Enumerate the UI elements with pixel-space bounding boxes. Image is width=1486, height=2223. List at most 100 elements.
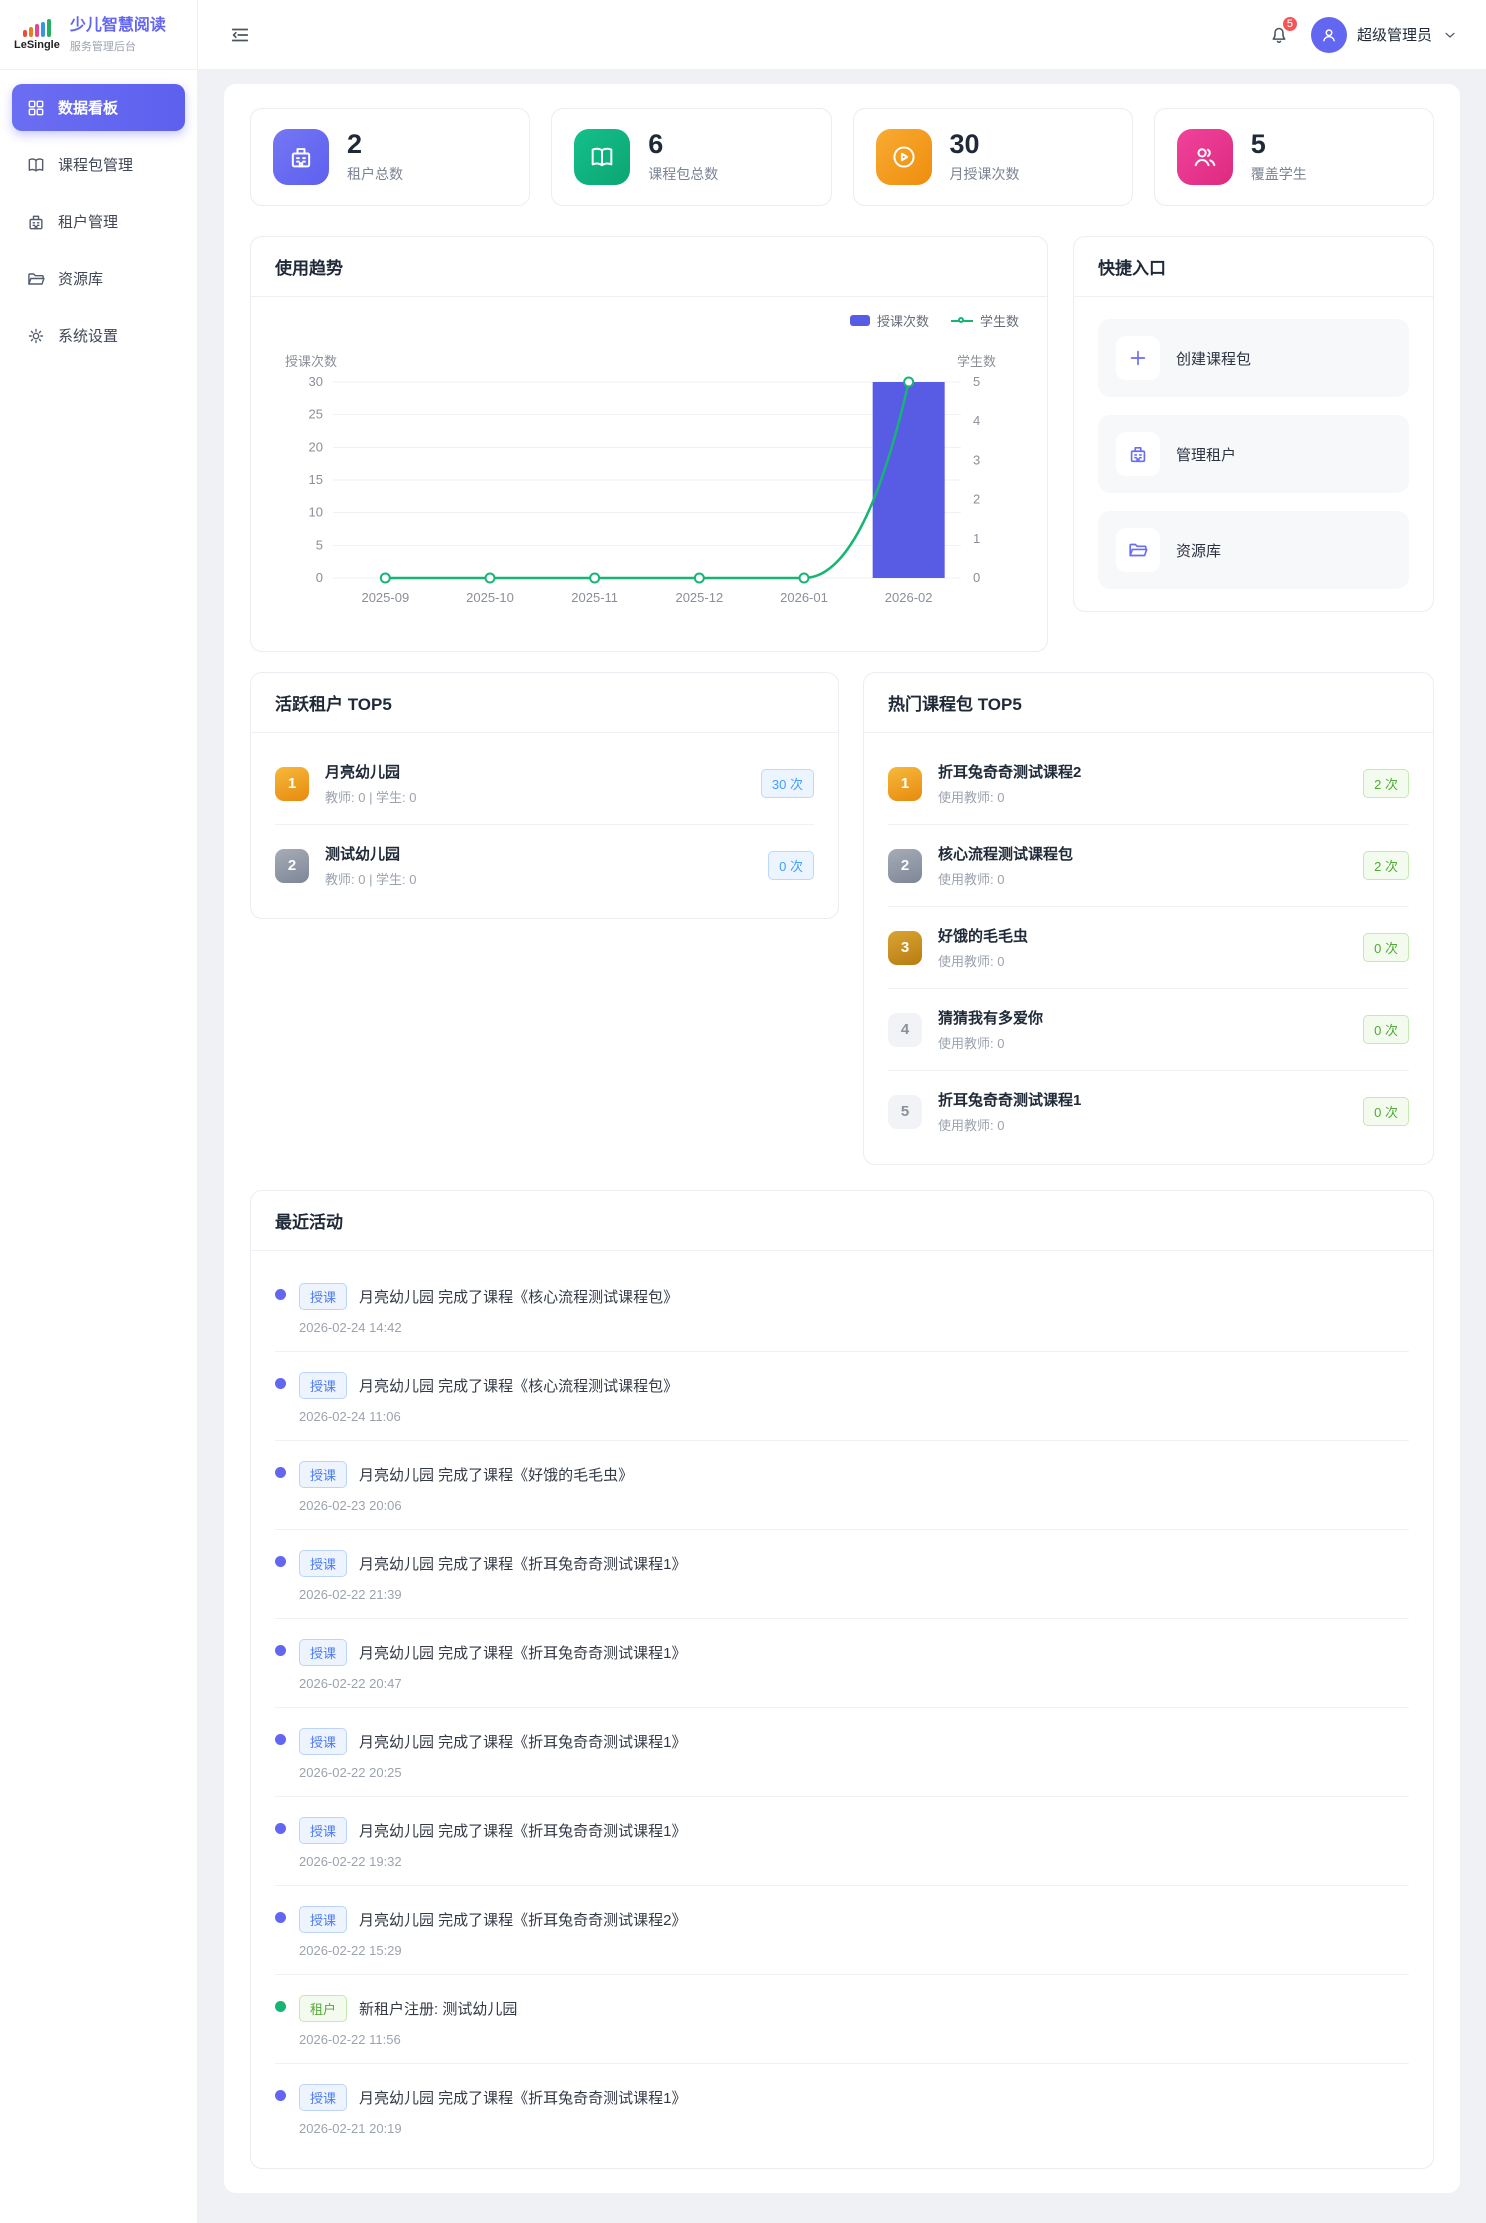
row-trend: 使用趋势 授课次数 学生数 0 5 10 15 20 25 30 0 1 2 3 4 5 授课次数 学生数 2… (250, 236, 1434, 652)
recent-activity-list: 授课 月亮幼儿园 完成了课程《核心流程测试课程包》 2026-02-24 14:… (251, 1251, 1433, 2168)
sidebar-item[interactable]: 租户管理 (12, 198, 185, 245)
dashboard-icon (28, 100, 44, 115)
usage-count-badge: 2 次 (1363, 769, 1409, 798)
folder-icon (28, 272, 45, 285)
tenant-meta: 教师: 0 | 学生: 0 (325, 790, 417, 805)
svg-text:2025-12: 2025-12 (675, 590, 723, 605)
package-row: 4 猜猜我有多爱你 使用教师: 0 0 次 (888, 989, 1409, 1071)
quick-entry-list: 创建课程包 管理租户 (1074, 297, 1433, 611)
tenant-name: 测试幼儿园 (325, 846, 401, 863)
svg-text:0: 0 (316, 570, 323, 585)
legend-bar[interactable]: 授课次数 (849, 311, 929, 330)
activity-text: 月亮幼儿园 完成了课程《好饿的毛毛虫》 (359, 1467, 634, 1484)
activity-time: 2026-02-22 19:32 (299, 1854, 402, 1869)
hot-packages-card: 热门课程包 TOP5 1 折耳兔奇奇测试课程2 使用教师: 0 (863, 672, 1434, 1165)
activity-row: 租户 新租户注册: 测试幼儿园 2026-02-22 11:56 (275, 1975, 1409, 2064)
notifications-button[interactable]: 5 (1265, 14, 1299, 49)
logo-bars-icon (22, 18, 51, 37)
building-icon (291, 148, 311, 168)
svg-text:0: 0 (973, 570, 980, 585)
sidebar-item-label: 系统设置 (58, 328, 119, 345)
package-row: 3 好饿的毛毛虫 使用教师: 0 0 次 (888, 907, 1409, 989)
quick-entry-label: 创建课程包 (1176, 350, 1252, 368)
hot-packages-title: 热门课程包 TOP5 (888, 695, 1022, 714)
legend-line-swatch (950, 316, 973, 323)
notification-badge: 5 (1280, 14, 1299, 33)
activity-text: 月亮幼儿园 完成了课程《折耳兔奇奇测试课程1》 (359, 1734, 687, 1751)
activity-tag: 授课 (299, 1550, 348, 1577)
package-name: 折耳兔奇奇测试课程2 (938, 764, 1082, 781)
user-menu[interactable]: 超级管理员 (1310, 16, 1458, 53)
topbar: 5 超级管理员 (198, 0, 1486, 70)
brand-logo-icon: LeSingle (14, 18, 60, 51)
activity-dot (275, 1556, 286, 1567)
package-meta: 使用教师: 0 (938, 954, 1005, 969)
legend-bar-swatch (849, 315, 870, 326)
activity-time: 2026-02-22 15:29 (299, 1943, 402, 1958)
stat-icon (875, 129, 932, 185)
activity-row: 授课 月亮幼儿园 完成了课程《折耳兔奇奇测试课程1》 2026-02-21 20… (275, 2064, 1409, 2152)
activity-time: 2026-02-22 20:25 (299, 1765, 402, 1780)
quick-entry-item[interactable]: 创建课程包 (1098, 319, 1409, 397)
sidebar-item[interactable]: 资源库 (12, 255, 185, 302)
activity-row: 授课 月亮幼儿园 完成了课程《折耳兔奇奇测试课程1》 2026-02-22 20… (275, 1708, 1409, 1797)
activity-tag: 授课 (299, 1906, 348, 1933)
stat-label: 覆盖学生 (1250, 166, 1307, 183)
svg-text:学生数: 学生数 (957, 354, 996, 369)
svg-text:2026-01: 2026-01 (780, 590, 828, 605)
quick-entry-card: 快捷入口 创建课程包 (1073, 236, 1434, 612)
svg-text:2025-09: 2025-09 (361, 590, 409, 605)
play-icon (892, 146, 915, 168)
legend-line[interactable]: 学生数 (950, 311, 1019, 330)
activity-time: 2026-02-24 14:42 (299, 1320, 402, 1335)
activity-text: 月亮幼儿园 完成了课程《折耳兔奇奇测试课程1》 (359, 2090, 687, 2107)
chevron-down-icon (1445, 32, 1455, 38)
usage-count-badge: 0 次 (1363, 1015, 1409, 1044)
svg-text:25: 25 (309, 407, 323, 422)
package-name: 猜猜我有多爱你 (938, 1010, 1044, 1027)
sidebar: LeSingle 少儿智慧阅读 服务管理后台 数据看板 (0, 0, 198, 2223)
collapse-icon (231, 28, 249, 41)
brand-title: 少儿智慧阅读 (69, 16, 166, 34)
activity-row: 授课 月亮幼儿园 完成了课程《折耳兔奇奇测试课程1》 2026-02-22 20… (275, 1619, 1409, 1708)
active-tenants-title: 活跃租户 TOP5 (275, 695, 392, 714)
legend-bar-label: 授课次数 (876, 314, 929, 329)
activity-dot (275, 1289, 286, 1300)
package-name: 核心流程测试课程包 (938, 846, 1074, 863)
usage-count-badge: 30 次 (760, 769, 814, 798)
svg-text:5: 5 (973, 374, 980, 389)
activity-dot (275, 1912, 286, 1923)
sidebar-item[interactable]: 系统设置 (12, 312, 185, 359)
bell-icon (1272, 27, 1286, 43)
activity-time: 2026-02-22 21:39 (299, 1587, 402, 1602)
content: 2 租户总数 6 课程 (198, 70, 1486, 2223)
chart-body: 0 5 10 15 20 25 30 0 1 2 3 4 5 授课次数 学生数 2025-09 2025-10 2… (251, 330, 1047, 651)
activity-row: 授课 月亮幼儿园 完成了课程《好饿的毛毛虫》 2026-02-23 20:06 (275, 1441, 1409, 1530)
activity-tag: 授课 (299, 1372, 348, 1399)
user-icon (1323, 28, 1335, 41)
sidebar-item[interactable]: 课程包管理 (12, 141, 185, 188)
stat-icon (273, 129, 329, 185)
quick-entry-item[interactable]: 管理租户 (1098, 415, 1409, 493)
sidebar-collapse-button[interactable] (226, 21, 254, 49)
hot-packages-list: 1 折耳兔奇奇测试课程2 使用教师: 0 2 次 2 核心流 (864, 733, 1433, 1164)
activity-dot (275, 2001, 286, 2012)
recent-activity-card: 最近活动 授课 月亮幼儿园 完成了课程《核心流程测试课程包》 2026-02-2… (250, 1190, 1434, 2169)
usage-count-badge: 0 次 (1363, 1097, 1409, 1126)
package-meta: 使用教师: 0 (938, 872, 1005, 887)
activity-dot (275, 1734, 286, 1745)
activity-row: 授课 月亮幼儿园 完成了课程《折耳兔奇奇测试课程1》 2026-02-22 21… (275, 1530, 1409, 1619)
avatar (1310, 16, 1347, 53)
row-top5: 活跃租户 TOP5 1 月亮幼儿园 教师: 0 | 学生: 0 (250, 672, 1434, 1165)
quick-entry-item[interactable]: 资源库 (1098, 511, 1409, 589)
quick-entry-header: 快捷入口 (1074, 237, 1433, 297)
stat-label: 租户总数 (347, 166, 403, 183)
sidebar-item[interactable]: 数据看板 (12, 84, 185, 131)
gear-icon (28, 328, 44, 343)
svg-text:授课次数: 授课次数 (285, 354, 337, 369)
brand-logo-text: LeSingle (14, 38, 60, 51)
svg-text:20: 20 (309, 439, 323, 454)
svg-text:1: 1 (973, 531, 980, 546)
stat-value: 30 (949, 128, 980, 159)
hot-packages-header: 热门课程包 TOP5 (864, 673, 1433, 733)
